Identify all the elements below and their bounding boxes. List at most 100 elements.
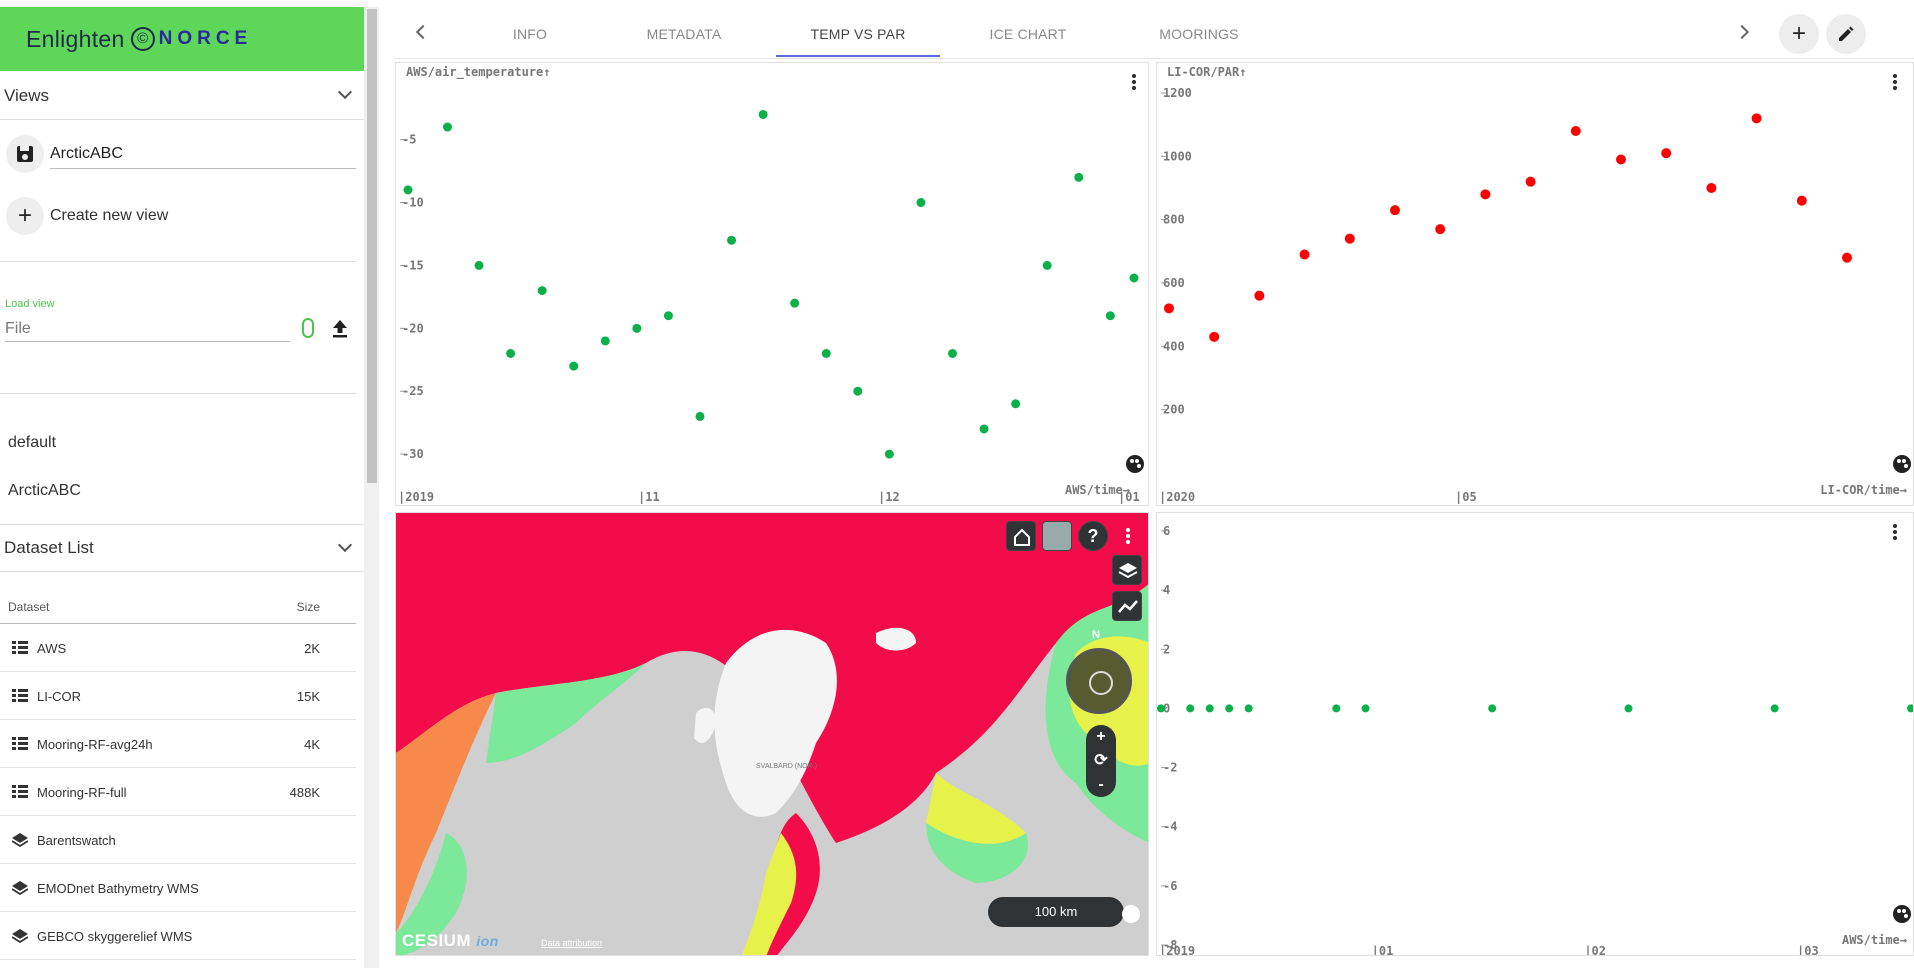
- create-view-label[interactable]: Create new view: [50, 207, 169, 224]
- more-vert-icon[interactable]: [1893, 523, 1897, 541]
- y-tick-label: -20: [402, 321, 424, 335]
- aws-value-plot[interactable]: 6 4 2 0 -2 -4 -6 -8|2019 |01 |02 |03: [1157, 513, 1914, 956]
- zoom-reset-button[interactable]: ⟳: [1094, 752, 1108, 769]
- data-point: [1390, 205, 1400, 216]
- tab-scroll-right-icon[interactable]: [1734, 24, 1750, 40]
- tab-metadata[interactable]: METADATA: [646, 26, 722, 42]
- tab-scroll-left-icon[interactable]: [415, 24, 431, 40]
- dataset-row[interactable]: GEBCO skyggerelief WMS: [0, 912, 356, 960]
- tab-moorings[interactable]: MOORINGS: [1159, 26, 1239, 42]
- edit-tab-button[interactable]: [1826, 14, 1866, 54]
- tab-ice-chart[interactable]: ICE CHART: [989, 26, 1067, 42]
- save-icon: [17, 146, 33, 162]
- base-layer-picker[interactable]: [1042, 521, 1072, 551]
- data-point: [1244, 704, 1253, 713]
- list-icon: [12, 737, 28, 751]
- data-point: [758, 109, 768, 119]
- par-plot[interactable]: 1200 1000 800 600 400 200 |2020 |05: [1157, 63, 1914, 506]
- tab-info[interactable]: INFO: [512, 26, 548, 42]
- pencil-icon: [1839, 26, 1854, 41]
- more-vert-icon[interactable]: [1126, 527, 1130, 545]
- compass-icon[interactable]: [1066, 648, 1132, 714]
- x-tick-label: |05: [1455, 490, 1477, 504]
- add-tab-button[interactable]: +: [1779, 14, 1819, 54]
- dataset-list-header[interactable]: Dataset List: [0, 524, 364, 572]
- data-point: [1616, 154, 1626, 165]
- upload-icon[interactable]: [331, 318, 349, 338]
- data-point: [1624, 704, 1633, 713]
- brand-title: Enlighten: [26, 25, 125, 52]
- chevron-down-icon: [337, 84, 353, 100]
- dataset-row[interactable]: Barentswatch: [0, 816, 356, 864]
- layers-button[interactable]: [1112, 555, 1142, 585]
- data-point: [1770, 704, 1779, 713]
- palette-icon[interactable]: [1126, 455, 1144, 473]
- data-point: [1157, 704, 1165, 713]
- dataset-row[interactable]: EMODnet Bathymetry WMS: [0, 864, 356, 912]
- attach-icon[interactable]: [302, 318, 314, 338]
- more-vert-icon[interactable]: [1132, 73, 1136, 91]
- data-point: [853, 386, 863, 396]
- data-point: [1205, 704, 1214, 713]
- divider: [0, 261, 356, 262]
- column-header-dataset[interactable]: Dataset: [8, 600, 50, 614]
- palette-icon[interactable]: [1122, 905, 1140, 923]
- brand-header: Enlighten © NORCE: [0, 7, 364, 71]
- y-tick-label: -5: [402, 133, 416, 147]
- par-chart: 1200 1000 800 600 400 200 |2020 |05 LI-COR/PAR↑…: [1156, 62, 1914, 506]
- dataset-name: Mooring-RF-avg24h: [37, 737, 153, 752]
- zoom-control: + ⟳ -: [1086, 725, 1116, 797]
- dataset-row[interactable]: Mooring-RF-full 488K: [0, 768, 356, 816]
- views-section-header[interactable]: Views: [0, 72, 364, 120]
- ice-map[interactable]: SVALBARD (NOR.) ? N + ⟳ - 100 km: [395, 512, 1149, 956]
- data-attribution-link[interactable]: Data attribution: [541, 938, 603, 948]
- more-vert-icon[interactable]: [1893, 73, 1897, 91]
- tab-temp-vs-par[interactable]: TEMP VS PAR: [776, 7, 940, 57]
- copyright-icon: ©: [130, 27, 155, 51]
- cesium-logo-text: CESIUM: [402, 931, 472, 950]
- views-title: Views: [4, 85, 50, 105]
- saved-view-item[interactable]: ArcticABC: [8, 482, 81, 499]
- sidebar-scrollbar-thumb[interactable]: [367, 9, 377, 483]
- dataset-name: AWS: [37, 641, 67, 656]
- dataset-row[interactable]: AWS 2K: [0, 624, 356, 672]
- save-view-button[interactable]: [6, 135, 44, 173]
- palette-icon[interactable]: [1893, 905, 1911, 923]
- data-point: [600, 336, 610, 346]
- create-view-row[interactable]: + Create new view: [6, 196, 356, 236]
- cesium-logo[interactable]: CESIUM ion: [402, 931, 499, 951]
- dataset-table-header: Dataset Size: [0, 594, 356, 624]
- sidebar: Enlighten © NORCE Views + Create new vie…: [0, 0, 364, 968]
- y-tick-label: -10: [402, 196, 424, 210]
- data-point: [1751, 113, 1762, 124]
- saved-view-item[interactable]: default: [8, 434, 57, 451]
- layers-icon: [11, 929, 29, 944]
- data-point: [1164, 303, 1174, 314]
- dataset-row[interactable]: LI-COR 15K: [0, 672, 356, 720]
- view-name-input[interactable]: [50, 139, 356, 169]
- chart-title: LI-COR/PAR↑: [1167, 65, 1247, 79]
- create-view-button[interactable]: +: [6, 197, 44, 235]
- ice-chart-map[interactable]: [396, 513, 1149, 956]
- current-view-row: [6, 134, 356, 174]
- dataset-row[interactable]: Mooring-RF-avg24h 4K: [0, 720, 356, 768]
- air-temperature-plot[interactable]: -5 -10 -15 -20 -25 -30 |2019 |11 |12 |01: [396, 63, 1149, 506]
- data-point: [1570, 126, 1581, 136]
- palette-icon[interactable]: [1893, 455, 1911, 473]
- data-point: [884, 449, 894, 459]
- zoom-in-button[interactable]: +: [1096, 728, 1106, 745]
- home-button[interactable]: [1006, 521, 1036, 551]
- data-point: [632, 323, 642, 333]
- data-point: [1074, 172, 1084, 182]
- data-point: [1225, 704, 1234, 713]
- zoom-out-button[interactable]: -: [1098, 776, 1104, 793]
- y-tick-label: -4: [1163, 820, 1177, 834]
- aws-value-chart: 6 4 2 0 -2 -4 -6 -8 |2019 |01 |02 |03 AWS/time→: [1156, 512, 1914, 956]
- help-button[interactable]: ?: [1078, 521, 1108, 551]
- dataset-name: EMODnet Bathymetry WMS: [37, 881, 199, 896]
- chart-toggle-button[interactable]: [1112, 591, 1142, 621]
- column-header-size[interactable]: Size: [296, 600, 320, 614]
- file-input[interactable]: [5, 316, 290, 342]
- dataset-size: 4K: [304, 737, 320, 752]
